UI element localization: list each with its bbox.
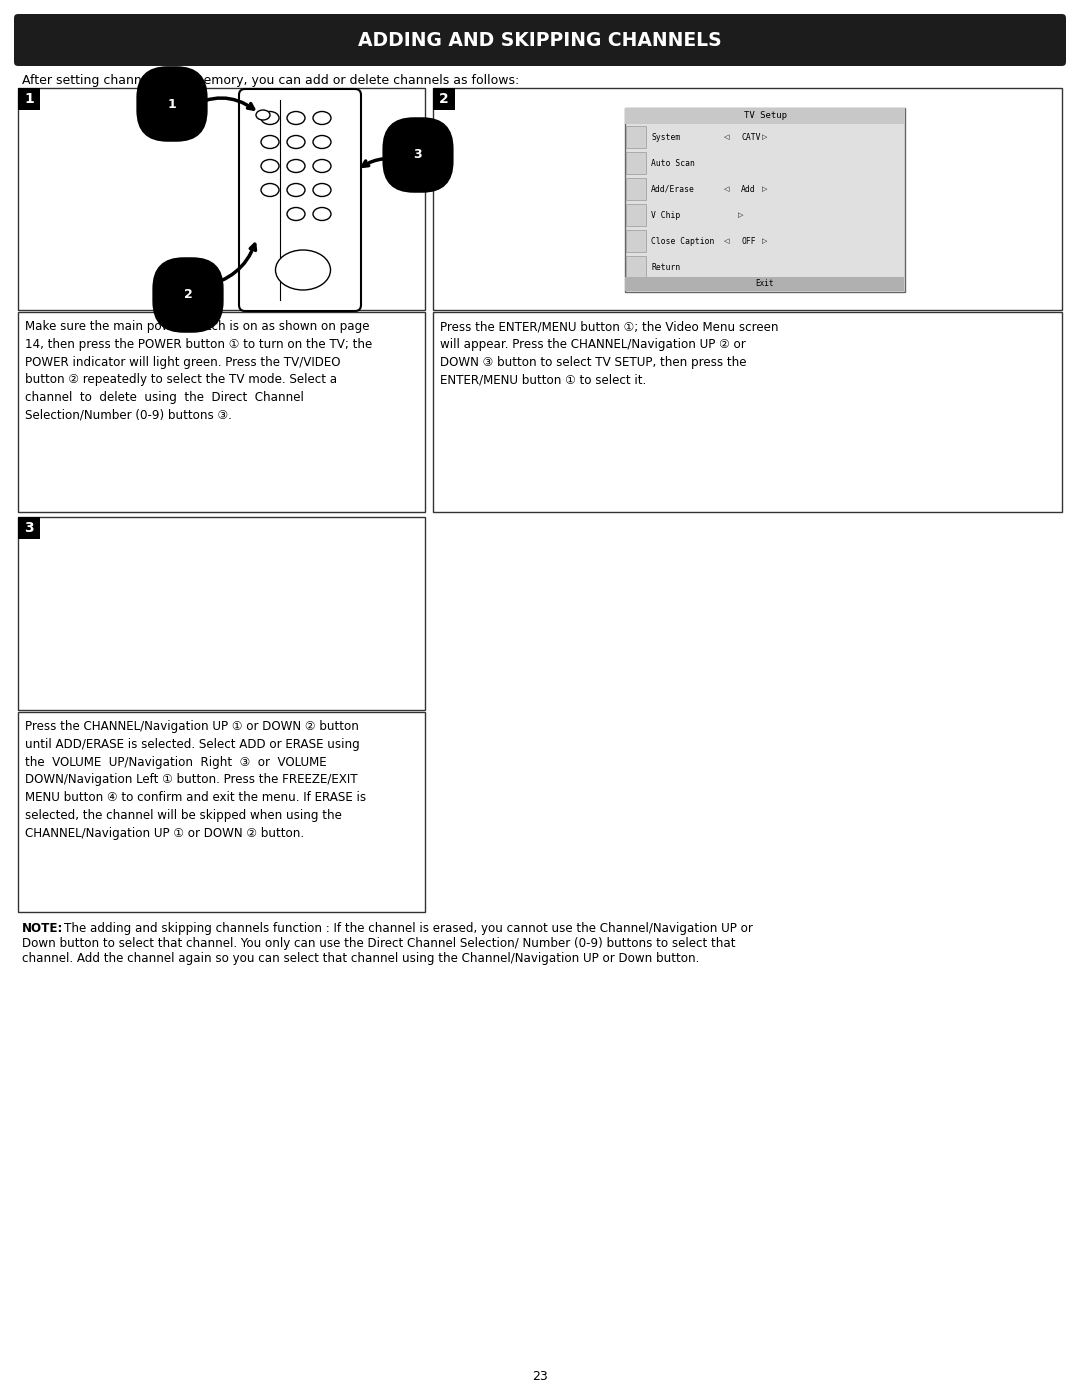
Text: System: System xyxy=(651,133,680,141)
Bar xyxy=(18,517,426,710)
Text: Make sure the main power switch is on as shown on page
14, then press the POWER : Make sure the main power switch is on as… xyxy=(25,320,373,422)
Text: ▷: ▷ xyxy=(762,186,768,191)
Text: CATV: CATV xyxy=(741,133,760,141)
Text: Close Caption: Close Caption xyxy=(651,236,714,246)
Text: ◁: ◁ xyxy=(725,186,730,191)
Ellipse shape xyxy=(261,112,279,124)
Text: Press the ENTER/MENU button ①; the Video Menu screen
will appear. Press the CHAN: Press the ENTER/MENU button ①; the Video… xyxy=(440,320,779,387)
Bar xyxy=(626,256,646,278)
Bar xyxy=(626,231,646,251)
Ellipse shape xyxy=(287,159,305,172)
Bar xyxy=(18,517,40,539)
Text: TV Setup: TV Setup xyxy=(743,112,786,120)
Text: After setting channels into memory, you can add or delete channels as follows:: After setting channels into memory, you … xyxy=(22,74,519,87)
Ellipse shape xyxy=(287,112,305,124)
Bar xyxy=(18,88,40,110)
Text: 1: 1 xyxy=(167,98,176,110)
Bar xyxy=(625,277,904,291)
Text: Auto Scan: Auto Scan xyxy=(651,158,694,168)
Ellipse shape xyxy=(313,136,330,148)
Ellipse shape xyxy=(287,208,305,221)
FancyBboxPatch shape xyxy=(14,14,1066,66)
Text: 2: 2 xyxy=(184,289,192,302)
Ellipse shape xyxy=(313,208,330,221)
Ellipse shape xyxy=(261,183,279,197)
Bar xyxy=(433,88,1062,310)
Bar xyxy=(626,152,646,175)
Text: Return: Return xyxy=(651,263,680,271)
Text: The adding and skipping channels function : If the channel is erased, you cannot: The adding and skipping channels functio… xyxy=(64,922,753,935)
Bar xyxy=(625,108,905,124)
Text: ◁: ◁ xyxy=(725,237,730,244)
Bar xyxy=(626,126,646,148)
Text: Add: Add xyxy=(741,184,756,194)
Text: 2: 2 xyxy=(440,92,449,106)
Bar xyxy=(433,88,455,110)
Text: 3: 3 xyxy=(414,148,422,162)
Text: Down button to select that channel. You only can use the Direct Channel Selectio: Down button to select that channel. You … xyxy=(22,937,735,950)
Ellipse shape xyxy=(261,159,279,172)
Bar xyxy=(433,312,1062,511)
Ellipse shape xyxy=(287,183,305,197)
Text: ◁: ◁ xyxy=(725,134,730,140)
Text: OFF: OFF xyxy=(741,236,756,246)
Bar xyxy=(626,204,646,226)
FancyBboxPatch shape xyxy=(239,89,361,312)
Text: 3: 3 xyxy=(24,521,33,535)
Text: 23: 23 xyxy=(532,1369,548,1383)
Text: V Chip: V Chip xyxy=(651,211,680,219)
Bar xyxy=(18,712,426,912)
Text: NOTE:: NOTE: xyxy=(22,922,64,935)
Bar xyxy=(625,108,905,292)
Ellipse shape xyxy=(313,183,330,197)
Ellipse shape xyxy=(313,159,330,172)
Text: Add/Erase: Add/Erase xyxy=(651,184,694,194)
Ellipse shape xyxy=(287,136,305,148)
Ellipse shape xyxy=(313,112,330,124)
Text: Exit: Exit xyxy=(756,279,774,289)
Text: ▷: ▷ xyxy=(739,212,744,218)
Ellipse shape xyxy=(275,250,330,291)
Text: ADDING AND SKIPPING CHANNELS: ADDING AND SKIPPING CHANNELS xyxy=(359,31,721,49)
Text: Press the CHANNEL/Navigation UP ① or DOWN ② button
until ADD/ERASE is selected. : Press the CHANNEL/Navigation UP ① or DOW… xyxy=(25,719,366,840)
Bar xyxy=(626,177,646,200)
Bar xyxy=(18,312,426,511)
Ellipse shape xyxy=(261,136,279,148)
Bar xyxy=(18,88,426,310)
Text: ▷: ▷ xyxy=(762,134,768,140)
Text: 1: 1 xyxy=(24,92,33,106)
Text: ▷: ▷ xyxy=(762,237,768,244)
Text: channel. Add the channel again so you can select that channel using the Channel/: channel. Add the channel again so you ca… xyxy=(22,951,700,965)
Ellipse shape xyxy=(256,110,270,120)
